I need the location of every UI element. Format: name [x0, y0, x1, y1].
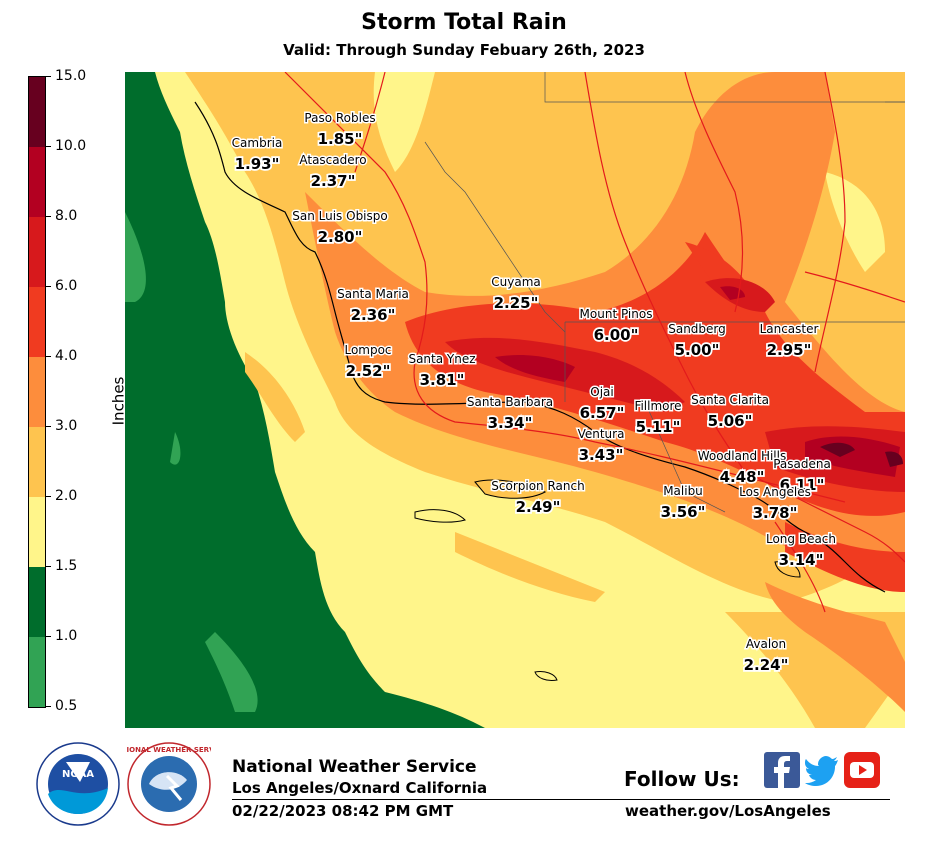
location-labels: Paso Robles 1.85" Cambria 1.93" Atascadero 2.…: [230, 110, 837, 676]
colorbar-bin: [29, 217, 45, 287]
location-name: Santa Barbara: [467, 395, 553, 409]
rain-amount: 5.06": [708, 412, 753, 430]
location-name: San Luis Obispo: [292, 209, 387, 223]
location-name: Pasadena: [773, 457, 831, 471]
rain-amount: 1.85": [318, 130, 363, 148]
location-name: Fillmore: [634, 399, 681, 413]
rain-amount: 2.80": [318, 228, 363, 246]
rain-amount: 2.95": [767, 341, 812, 359]
colorbar-tick: 3.0: [46, 419, 77, 433]
rain-amount: 2.49": [516, 498, 561, 516]
colorbar-bin: [29, 497, 45, 567]
rain-amount: 2.37": [311, 172, 356, 190]
colorbar-tick: 2.0: [46, 489, 77, 503]
location-name: Ventura: [578, 427, 625, 441]
rain-amount: 3.43": [579, 446, 624, 464]
rain-amount: 3.81": [420, 371, 465, 389]
colorbar-tick: 8.0: [46, 209, 77, 223]
colorbar-tick: 1.0: [46, 629, 77, 643]
colorbar-tick: 0.5: [46, 699, 77, 713]
location-name: Lancaster: [760, 322, 819, 336]
rain-amount: 2.52": [346, 362, 391, 380]
location-name: Ojai: [590, 385, 613, 399]
location-name: Avalon: [746, 637, 786, 651]
follow-us-label: Follow Us:: [624, 767, 740, 791]
rain-amount: 6.00": [594, 326, 639, 344]
location-name: Malibu: [663, 484, 703, 498]
location-name: Mount Pinos: [580, 307, 653, 321]
location-name: Santa Ynez: [408, 352, 475, 366]
noaa-logo: NOAA: [36, 742, 120, 826]
colorbar-tick: 10.0: [46, 139, 86, 153]
location-name: Cambria: [232, 136, 283, 150]
rain-amount: 3.56": [661, 503, 706, 521]
rain-amount: 4.48": [720, 468, 765, 486]
rain-amount: 2.25": [494, 294, 539, 312]
location-name: Paso Robles: [304, 111, 375, 125]
colorbar-tick: 1.5: [46, 559, 77, 573]
footer-org: National Weather Service: [232, 757, 477, 777]
colorbar-bin: [29, 427, 45, 497]
map-title: Storm Total Rain: [361, 10, 567, 35]
svg-text:NOAA: NOAA: [62, 769, 94, 780]
footer-divider: [232, 799, 890, 800]
rain-amount: 1.93": [235, 155, 280, 173]
colorbar-bin: [29, 637, 45, 707]
footer-url[interactable]: weather.gov/LosAngeles: [625, 802, 831, 820]
location-name: Santa Clarita: [691, 393, 769, 407]
rain-amount: 5.11": [636, 418, 681, 436]
rain-amount: 6.11": [780, 476, 825, 494]
colorbar-bin: [29, 77, 45, 147]
rain-amount: 2.36": [351, 306, 396, 324]
rain-amount: 3.34": [488, 414, 533, 432]
location-name: Sandberg: [668, 322, 726, 336]
location-name: Los Angeles: [739, 485, 811, 499]
location-name: Atascadero: [299, 153, 366, 167]
location-name: Scorpion Ranch: [491, 479, 584, 493]
rain-amount: 5.00": [675, 341, 720, 359]
location-name: Long Beach: [766, 532, 836, 546]
footer-timestamp: 02/22/2023 08:42 PM GMT: [232, 802, 454, 820]
rain-amount: 6.57": [580, 404, 625, 422]
youtube-icon[interactable]: [844, 752, 880, 788]
colorbar-tick: 6.0: [46, 279, 77, 293]
location-name: Woodland Hills: [698, 449, 786, 463]
twitter-icon[interactable]: [804, 752, 840, 788]
colorbar-bin: [29, 567, 45, 637]
colorbar-bin: [29, 357, 45, 427]
colorbar-tick: 4.0: [46, 349, 77, 363]
rain-amount: 3.78": [753, 504, 798, 522]
facebook-icon[interactable]: [764, 752, 800, 788]
colorbar-bin: [29, 147, 45, 217]
nws-logo: NATIONAL WEATHER SERVICE: [127, 742, 211, 826]
location-name: Santa Maria: [337, 287, 409, 301]
colorbar-bin: [29, 287, 45, 357]
rainfall-colorbar: [28, 76, 46, 708]
rain-amount: 3.14": [779, 551, 824, 569]
svg-text:NATIONAL WEATHER SERVICE: NATIONAL WEATHER SERVICE: [127, 746, 211, 754]
colorbar-tick: 15.0: [46, 69, 86, 83]
location-name: Lompoc: [344, 343, 391, 357]
rainfall-map: Paso Robles 1.85" Cambria 1.93" Atascadero 2.…: [125, 72, 905, 728]
location-name: Cuyama: [491, 275, 540, 289]
footer-office: Los Angeles/Oxnard California: [232, 779, 488, 797]
rain-amount: 2.24": [744, 656, 789, 674]
map-subtitle: Valid: Through Sunday Febuary 26th, 2023: [283, 41, 645, 59]
